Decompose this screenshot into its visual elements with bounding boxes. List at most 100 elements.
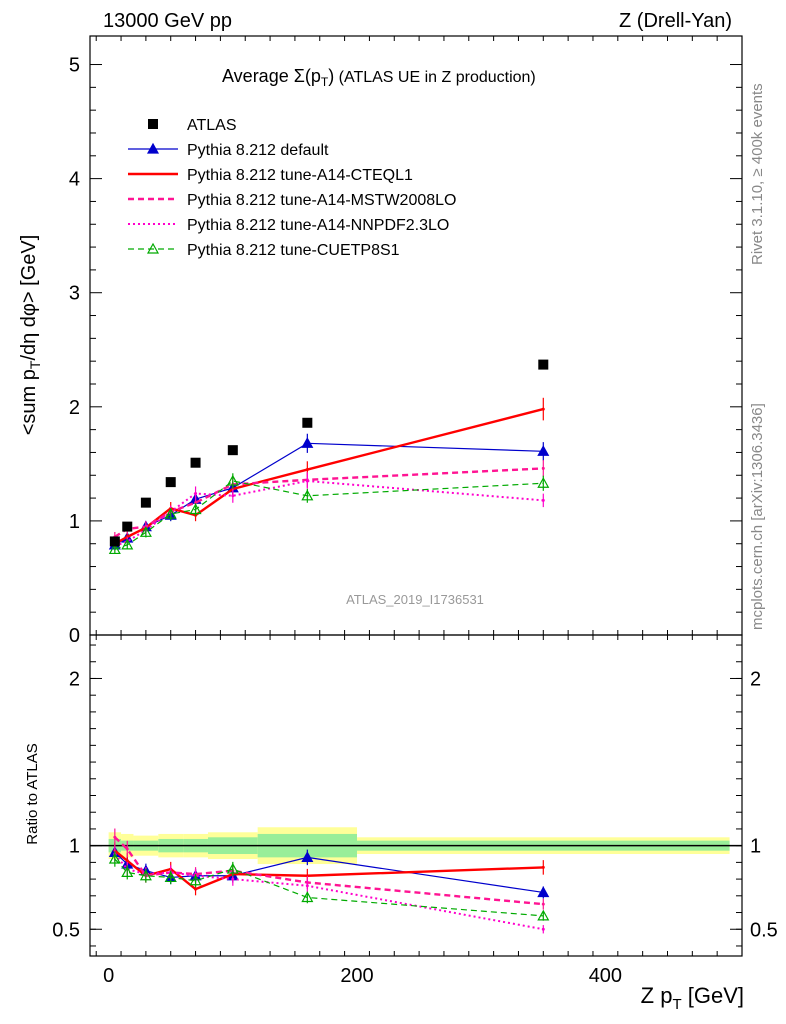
ratio-point xyxy=(301,851,314,862)
main-point xyxy=(301,437,314,448)
header-right: Z (Drell-Yan) xyxy=(619,10,732,32)
main-point xyxy=(164,507,177,519)
main-series-line-1 xyxy=(114,407,544,545)
ratio-point xyxy=(305,884,309,888)
x-tick-label: 0 xyxy=(103,965,114,987)
main-point xyxy=(537,477,550,488)
y-tick-label: 0 xyxy=(69,625,80,647)
y-axis-label: <sum pT/dη dφ> [GeV] xyxy=(18,235,43,436)
ratio-point xyxy=(108,852,121,864)
x-tick-label: 200 xyxy=(340,965,373,987)
y-tick-label: 1 xyxy=(69,511,80,533)
ratio-point xyxy=(305,874,309,878)
y-tick-label: 5 xyxy=(69,55,80,77)
ratio-y-tick-label: 0.5 xyxy=(52,919,80,941)
data-point xyxy=(109,536,120,547)
ratio-y-tick-label-right: 1 xyxy=(750,836,761,858)
ratio-panel xyxy=(89,634,743,957)
ylabel-subscript: T xyxy=(27,360,43,369)
plot-title: Average Σ(pT) (ATLAS UE in Z production) xyxy=(222,66,536,89)
xlabel-subscript: T xyxy=(672,996,681,1013)
ratio-series-line-4 xyxy=(114,858,544,917)
data-point xyxy=(538,359,549,370)
main-series-line-4 xyxy=(114,480,544,550)
ratio-y-tick-label-right: 0.5 xyxy=(750,919,778,941)
ratio-point xyxy=(541,865,545,869)
ratio-point xyxy=(226,862,239,874)
data-point xyxy=(302,417,313,428)
ylabel-main: <sum p xyxy=(18,369,40,435)
title-prefix: Average xyxy=(222,66,294,86)
main-panel xyxy=(89,35,743,636)
main-point xyxy=(541,498,545,502)
main-point xyxy=(108,543,121,555)
legend-label: Pythia 8.212 tune-A14-NNPDF2.3LO xyxy=(187,217,449,234)
ratio-point xyxy=(541,927,545,931)
main-point xyxy=(541,407,545,411)
ratio-point xyxy=(189,874,202,886)
legend-marker-atlas xyxy=(148,119,158,129)
ratio-point xyxy=(537,886,550,898)
legend-label-atlas: ATLAS xyxy=(187,117,237,134)
ratio-point xyxy=(231,877,235,881)
header-left: 13000 GeV pp xyxy=(103,10,232,32)
legend-marker xyxy=(146,142,160,154)
main-series-line-0 xyxy=(114,442,544,546)
title-suffix: (ATLAS UE in Z production) xyxy=(334,69,536,86)
main-point xyxy=(541,466,545,470)
y-tick-label: 4 xyxy=(69,169,80,191)
xlabel-main: Z p xyxy=(641,983,673,1008)
legend-label: Pythia 8.212 tune-A14-CTEQL1 xyxy=(187,167,413,184)
ratio-series-line-3 xyxy=(114,853,544,931)
ylabel-rest: /dη dφ> [GeV] xyxy=(18,235,40,361)
ratio-point xyxy=(537,909,550,921)
analysis-id: ATLAS_2019_I1736531 xyxy=(346,592,484,607)
ratio-frame xyxy=(89,634,743,957)
legend: ATLAS Pythia 8.212 default Pythia 8.212 tu… xyxy=(128,117,456,259)
main-point xyxy=(194,492,198,496)
title-sigma: Σ(p xyxy=(294,66,321,86)
main-point xyxy=(121,538,134,550)
legend-label: Pythia 8.212 default xyxy=(187,142,329,159)
ratio-series-line-2 xyxy=(114,836,544,906)
y-tick-label: 2 xyxy=(69,397,80,419)
ratio-y-tick-label-right: 2 xyxy=(750,668,761,690)
main-point xyxy=(139,526,152,537)
data-point xyxy=(122,521,133,532)
main-point xyxy=(305,468,309,472)
main-series-line-3 xyxy=(114,479,544,547)
ratio-point xyxy=(125,847,129,851)
ratio-y-axis-label: Ratio to ATLAS xyxy=(24,743,41,844)
ratio-point xyxy=(301,891,314,903)
data-point xyxy=(190,457,201,468)
legend-label: Pythia 8.212 tune-A14-MSTW2008LO xyxy=(187,192,456,209)
main-point xyxy=(537,445,550,456)
xlabel-unit: [GeV] xyxy=(682,983,744,1008)
ratio-point xyxy=(125,859,129,863)
data-point xyxy=(140,497,151,508)
title-subscript: T xyxy=(321,75,329,89)
main-point xyxy=(194,501,198,505)
rivet-label: Rivet 3.1.10, ≥ 400k events xyxy=(749,83,766,265)
main-series-line-2 xyxy=(114,467,544,538)
x-tick-label: 400 xyxy=(589,965,622,987)
x-axis-label: Z pT [GeV] xyxy=(641,983,744,1013)
data-point xyxy=(227,445,238,456)
ratio-point xyxy=(541,902,545,906)
svg-text:<sum pT/dη dφ> [GeV]: <sum pT/dη dφ> [GeV] xyxy=(18,235,43,436)
ratio-point xyxy=(164,871,177,883)
main-point xyxy=(301,489,314,501)
ratio-y-tick-label: 1 xyxy=(69,836,80,858)
main-point xyxy=(231,494,235,498)
ratio-point xyxy=(121,866,134,878)
mcplots-label: mcplots.cern.ch [arXiv:1306.3436] xyxy=(749,403,766,630)
ratio-point xyxy=(194,887,198,891)
title-close: ) xyxy=(328,66,334,86)
y-tick-label: 3 xyxy=(69,283,80,305)
legend-label: Pythia 8.212 tune-CUETP8S1 xyxy=(187,242,400,259)
ratio-point xyxy=(113,835,117,839)
main-point xyxy=(305,479,309,483)
legend-marker xyxy=(146,242,160,254)
data-point xyxy=(165,477,176,488)
